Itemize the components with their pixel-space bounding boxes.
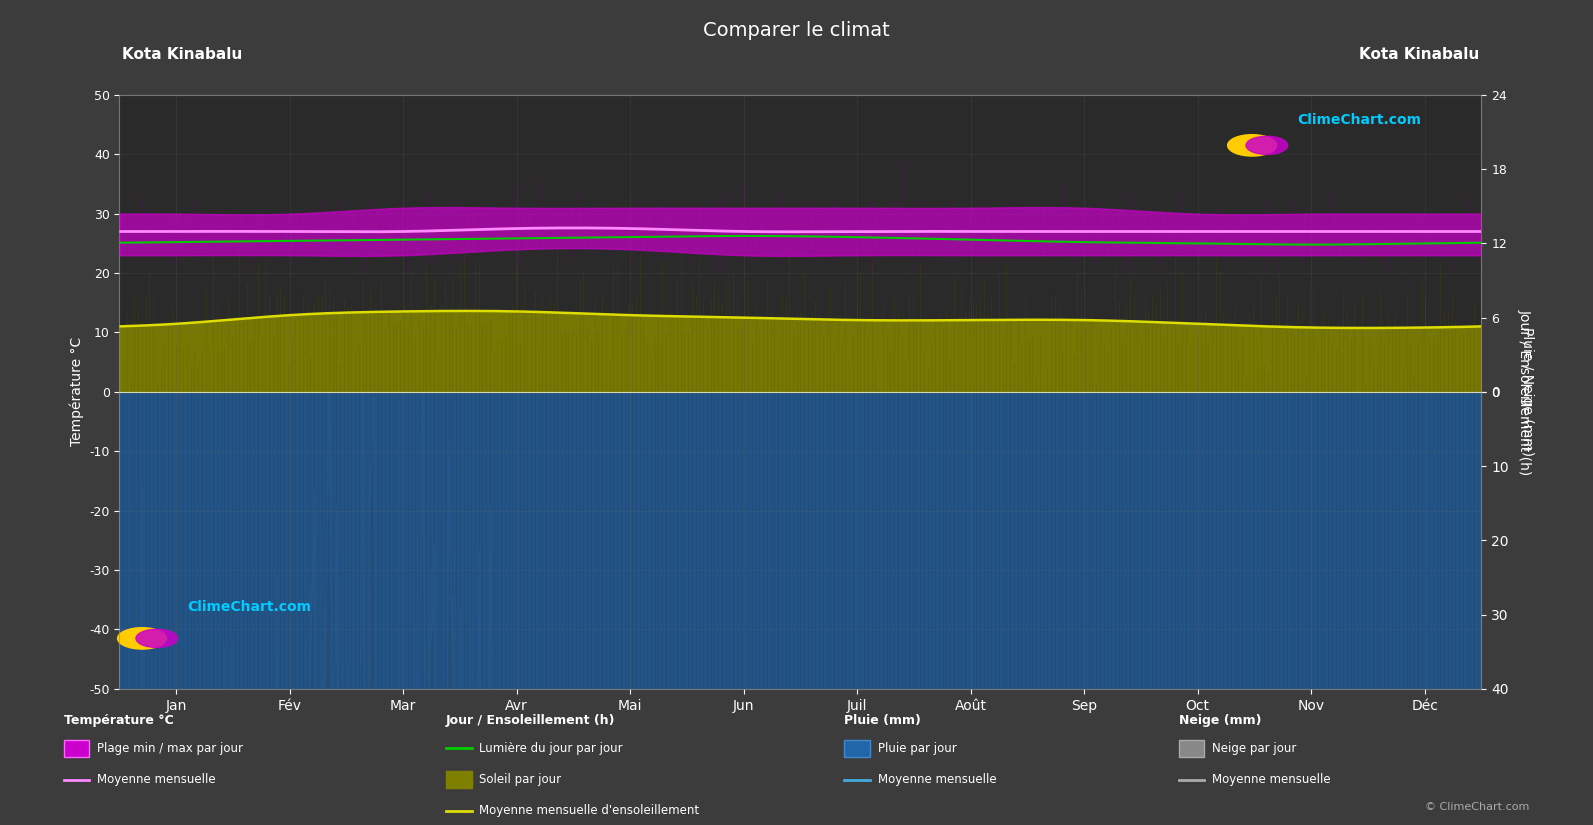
Circle shape [135, 629, 178, 648]
Text: Moyenne mensuelle: Moyenne mensuelle [878, 773, 996, 786]
Text: Moyenne mensuelle: Moyenne mensuelle [1212, 773, 1330, 786]
Text: Pluie (mm): Pluie (mm) [844, 714, 921, 727]
Circle shape [1228, 134, 1276, 156]
Text: Soleil par jour: Soleil par jour [479, 773, 562, 786]
Circle shape [118, 628, 167, 649]
Text: Comparer le climat: Comparer le climat [703, 21, 890, 40]
Y-axis label: Température °C: Température °C [68, 337, 84, 446]
Text: Plage min / max par jour: Plage min / max par jour [97, 742, 244, 755]
Text: Lumière du jour par jour: Lumière du jour par jour [479, 742, 623, 755]
Y-axis label: Pluie / Neige (mm): Pluie / Neige (mm) [1520, 328, 1534, 456]
Text: Pluie par jour: Pluie par jour [878, 742, 956, 755]
Text: Kota Kinabalu: Kota Kinabalu [123, 47, 242, 63]
Text: Moyenne mensuelle d'ensoleillement: Moyenne mensuelle d'ensoleillement [479, 804, 699, 818]
Text: Température °C: Température °C [64, 714, 174, 727]
Circle shape [1246, 136, 1287, 154]
Text: Moyenne mensuelle: Moyenne mensuelle [97, 773, 215, 786]
Text: ClimeChart.com: ClimeChart.com [188, 600, 312, 614]
Text: ClimeChart.com: ClimeChart.com [1298, 113, 1421, 127]
Text: Kota Kinabalu: Kota Kinabalu [1359, 47, 1478, 63]
Text: Neige (mm): Neige (mm) [1179, 714, 1262, 727]
Text: Jour / Ensoleillement (h): Jour / Ensoleillement (h) [446, 714, 615, 727]
Text: Neige par jour: Neige par jour [1212, 742, 1297, 755]
Y-axis label: Jour / Ensoleillement (h): Jour / Ensoleillement (h) [1518, 309, 1532, 475]
Text: © ClimeChart.com: © ClimeChart.com [1424, 802, 1529, 812]
